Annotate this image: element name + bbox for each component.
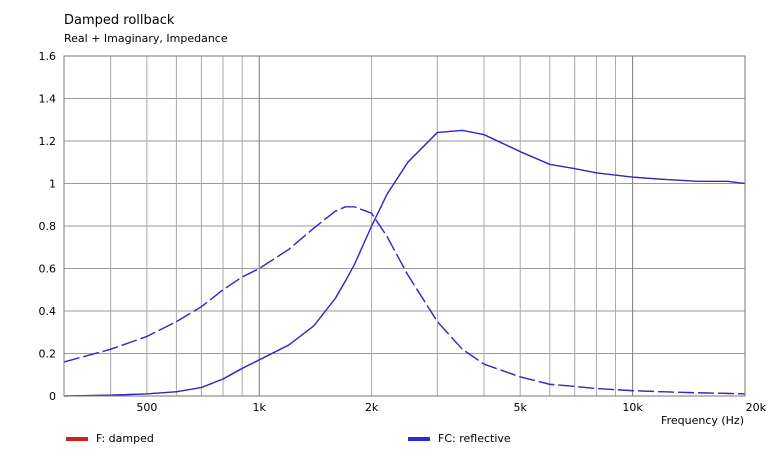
series-line-imaginary-0 [63,206,746,395]
x-tick-label: 2k [365,401,379,414]
y-axis-ticks: 0 0.2 0.4 0.6 0.8 1 1.2 1.4 1.6 [39,50,57,403]
series-line-imaginary-1 [63,206,746,395]
series-line-real-1 [63,129,746,397]
y-tick-label: 0 [49,390,56,403]
y-tick-label: 1.2 [39,135,57,148]
y-tick-label: 0.2 [39,348,57,361]
y-tick-label: 0.8 [39,220,57,233]
y-tick-label: 1 [49,178,56,191]
chart-subtitle: Real + Imaginary, Impedance [64,32,228,45]
series-line-real-0 [63,129,746,397]
x-tick-label: 20k [746,401,767,414]
y-tick-label: 0.6 [39,263,57,276]
grid-lines [64,56,745,396]
legend-label-fc-reflective: FC: reflective [438,432,511,445]
x-tick-label: 500 [136,401,157,414]
legend-swatch-f-damped [66,436,88,441]
y-tick-label: 1.6 [39,50,57,63]
x-tick-label: 5k [514,401,528,414]
legend-item-fc-reflective: FC: reflective [408,432,511,445]
x-tick-label: 1k [253,401,267,414]
legend-label-f-damped: F: damped [96,432,154,445]
y-tick-label: 1.4 [39,93,57,106]
plot-frame [63,55,746,397]
y-tick-label: 0.4 [39,305,57,318]
x-axis-label: Frequency (Hz) [661,414,744,427]
series-lines [63,129,746,397]
x-axis-ticks: 500 1k 2k 5k 10k 20k [136,401,766,414]
legend-item-f-damped: F: damped [66,432,154,445]
legend-swatch-fc-reflective [408,436,430,441]
chart-title: Damped rollback [64,13,175,28]
x-tick-label: 10k [622,401,643,414]
